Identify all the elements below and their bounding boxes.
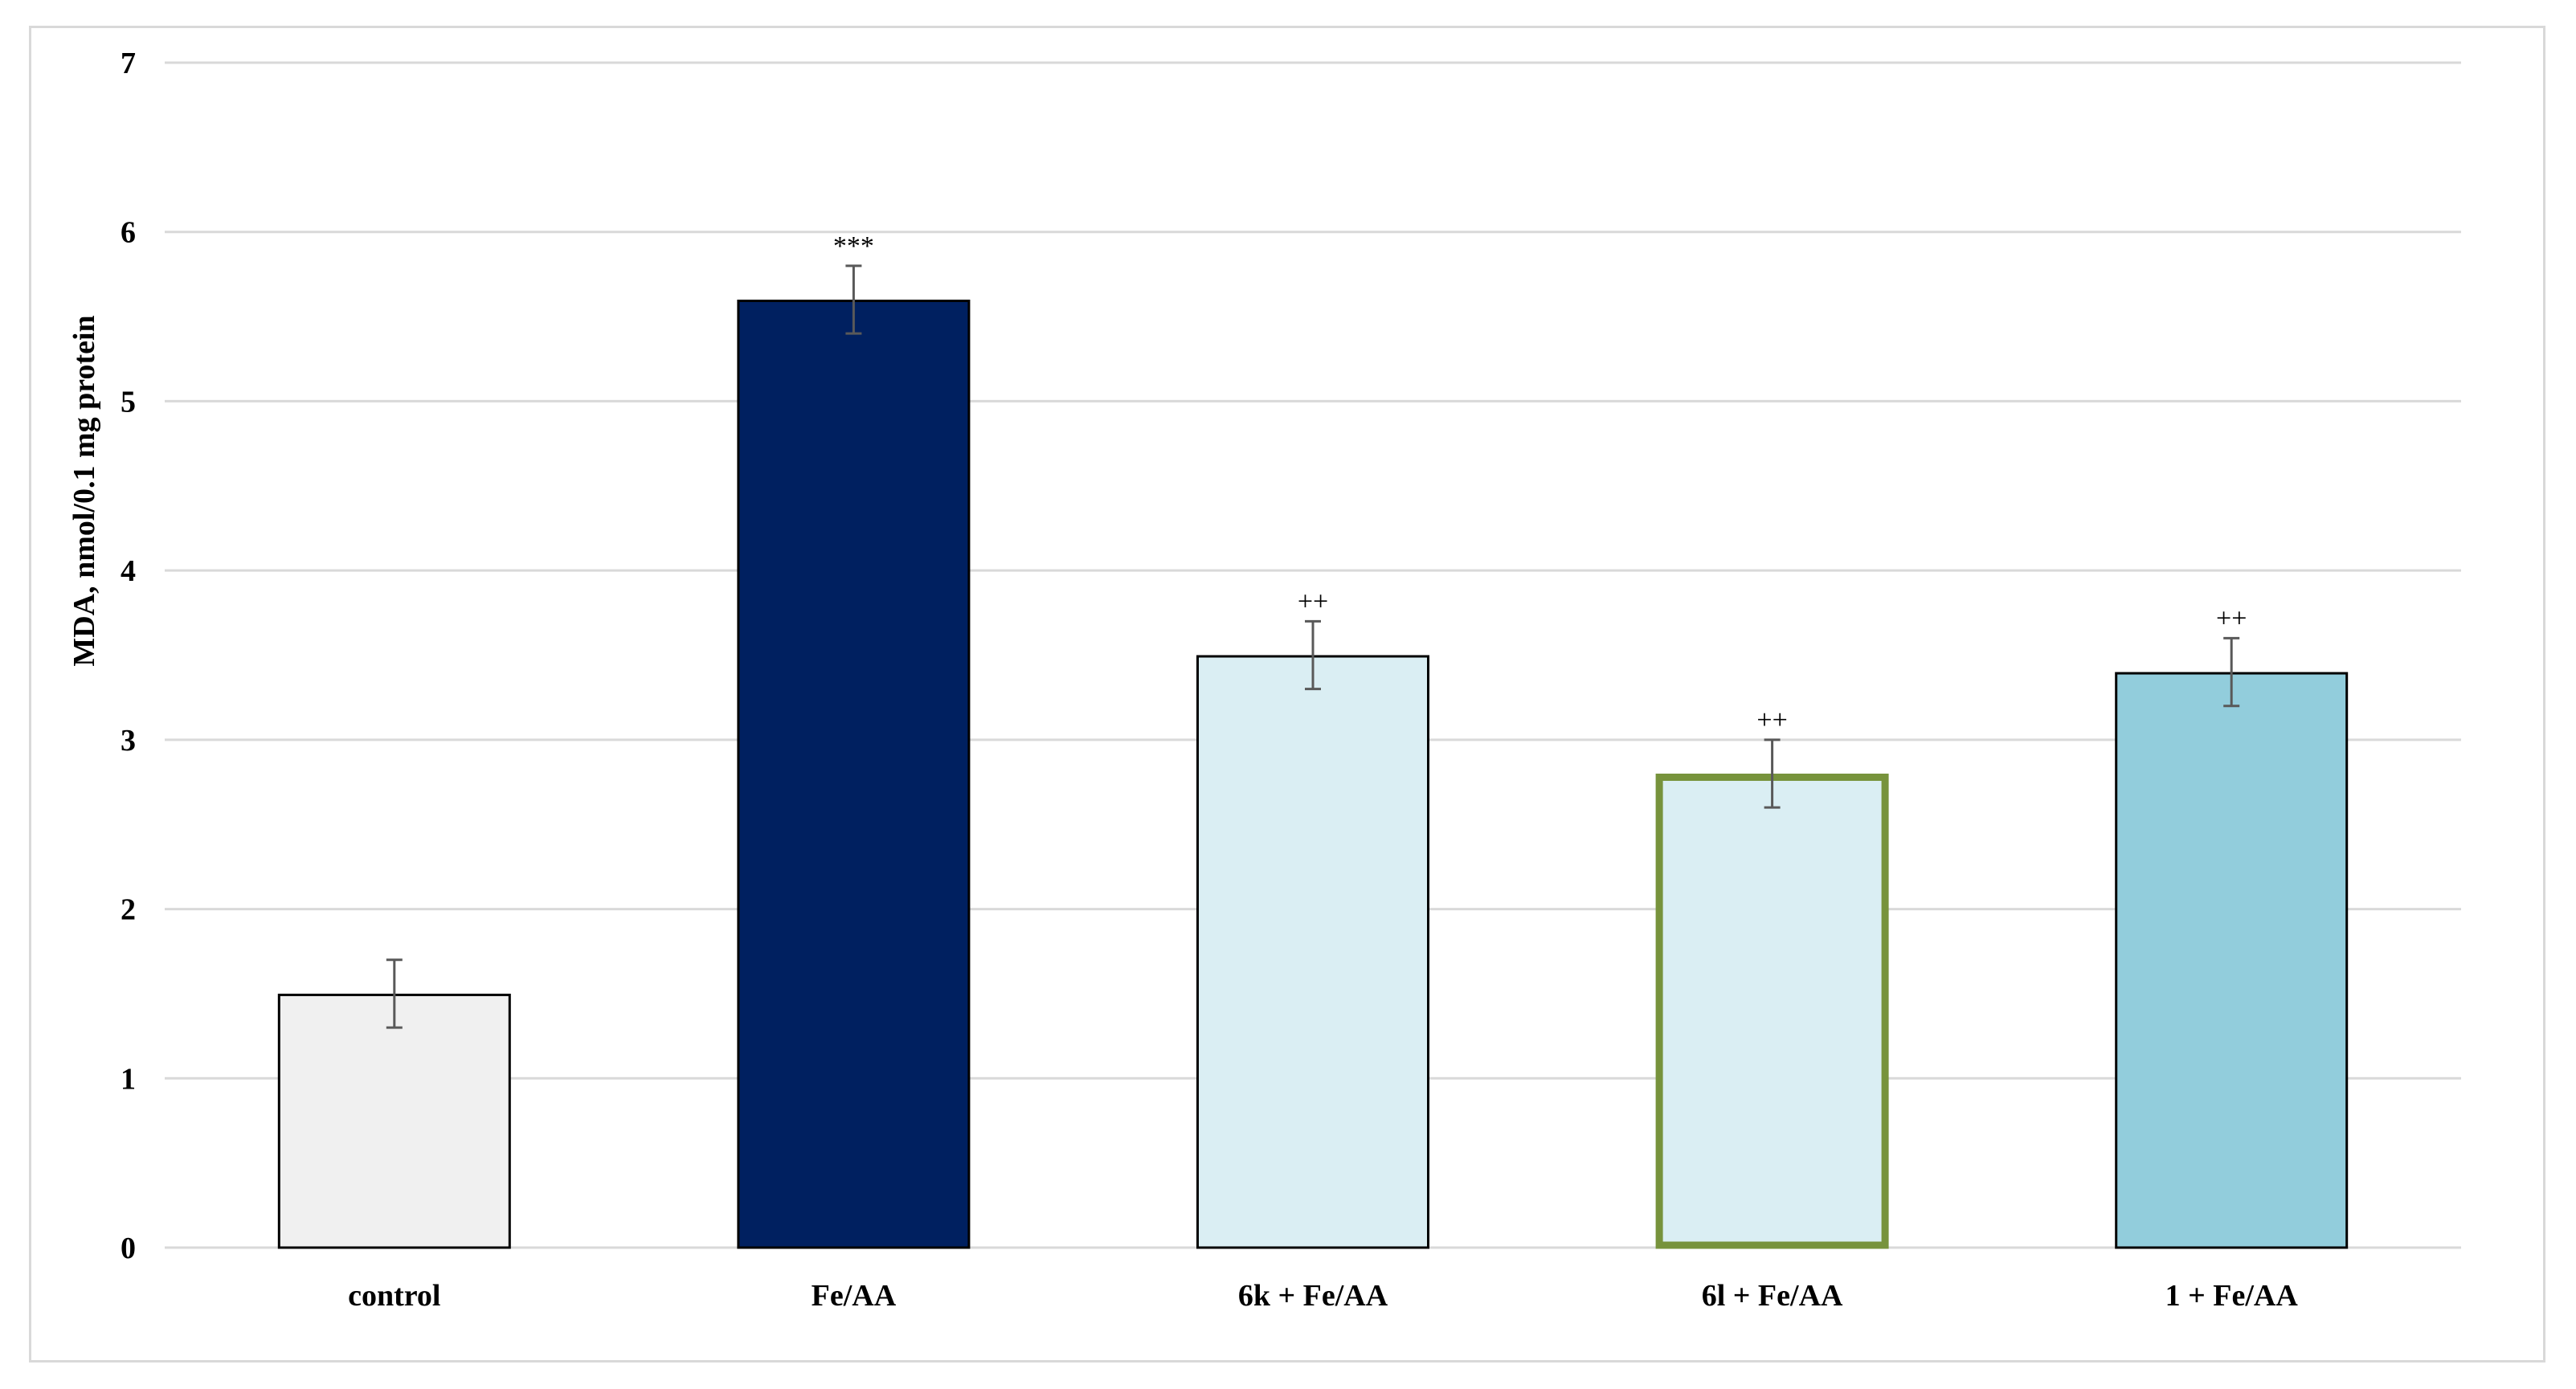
bar-3 xyxy=(1196,655,1429,1249)
y-axis-title: MDA, nmol/0.1 mg protein xyxy=(67,315,101,666)
significance-label: ++ xyxy=(1298,586,1328,616)
y-tick-label: 4 xyxy=(121,554,136,588)
bar-5 xyxy=(2115,672,2349,1249)
bar-1 xyxy=(277,993,511,1249)
error-bars xyxy=(386,264,2240,1029)
bar-chart: *** ++ ++ ++ 0 1 2 3 4 5 6 7 control Fe/AA 6k + Fe/A… xyxy=(67,47,2461,1313)
y-tick-label: 1 xyxy=(121,1062,136,1096)
x-tick-label: 6k + Fe/AA xyxy=(1238,1279,1388,1313)
y-tick-label: 6 xyxy=(121,216,136,250)
y-tick-label: 5 xyxy=(121,385,136,419)
significance-label: ++ xyxy=(2216,603,2247,633)
chart-frame: *** ++ ++ ++ 0 1 2 3 4 5 6 7 control Fe/AA 6k + Fe/A… xyxy=(29,26,2545,1362)
significance-label: ++ xyxy=(1756,705,1787,735)
x-tick-label: 6l + Fe/AA xyxy=(1702,1279,1843,1313)
bar-4 xyxy=(1655,774,1889,1249)
y-tick-label: 3 xyxy=(121,724,136,758)
bar-2 xyxy=(737,300,971,1249)
y-tick-label: 2 xyxy=(121,893,136,927)
bars xyxy=(277,300,2349,1249)
x-tick-labels: control Fe/AA 6k + Fe/AA 6l + Fe/AA 1 + Fe/A… xyxy=(348,1279,2298,1313)
y-tick-label: 0 xyxy=(121,1232,136,1265)
significance-labels: *** ++ ++ ++ xyxy=(833,231,2247,735)
x-tick-label: control xyxy=(348,1279,440,1313)
x-tick-label: Fe/AA xyxy=(812,1279,897,1313)
y-tick-labels: 0 1 2 3 4 5 6 7 xyxy=(121,47,136,1265)
x-tick-label: 1 + Fe/AA xyxy=(2165,1279,2299,1313)
y-tick-label: 7 xyxy=(121,47,136,80)
significance-label: *** xyxy=(833,231,874,261)
